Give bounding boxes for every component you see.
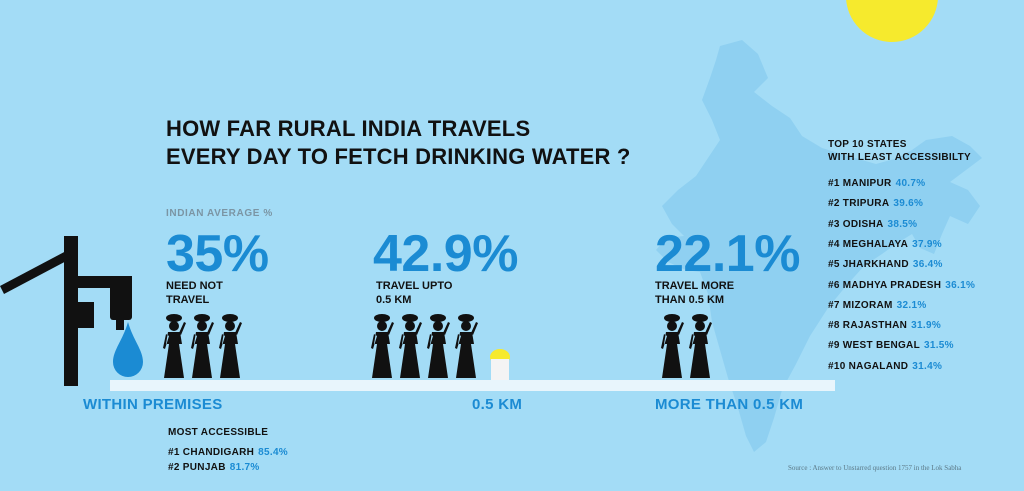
title-line-2: EVERY DAY TO FETCH DRINKING WATER ? <box>166 144 631 169</box>
woman-figure-icon <box>427 314 450 378</box>
most-accessible-heading: MOST ACCESSIBLE <box>168 427 269 438</box>
people-group-within <box>162 314 252 387</box>
least-accessible-item: #9 WEST BENGAL 31.5% <box>828 340 954 351</box>
stat-caption-more-line1: TRAVEL MORE <box>655 280 735 292</box>
title-line-1: HOW FAR RURAL INDIA TRAVELS <box>166 116 531 141</box>
woman-figure-icon <box>689 314 712 378</box>
least-accessible-item: #7 MIZORAM 32.1% <box>828 300 927 311</box>
least-accessible-item: #2 TRIPURA 39.6% <box>828 198 923 209</box>
woman-figure-icon <box>219 314 242 378</box>
woman-figure-icon <box>163 314 186 378</box>
least-accessible-label: #8 RAJASTHAN <box>828 320 908 332</box>
least-accessible-pct: 40.7% <box>895 178 926 189</box>
stat-caption-within: NEED NOT TRAVEL <box>166 279 223 307</box>
hand-pump-icon <box>0 236 132 386</box>
least-accessible-pct: 37.9% <box>912 238 942 250</box>
stat-caption-half-km-line1: TRAVEL UPTO <box>376 280 453 292</box>
woman-figure-icon <box>191 314 214 378</box>
section-label-more: MORE THAN 0.5 KM <box>655 396 804 413</box>
least-accessible-item: #6 MADHYA PRADESH 36.1% <box>828 280 975 291</box>
stat-value-more: 22.1% <box>655 225 800 283</box>
least-accessible-item: #4 MEGHALAYA 37.9% <box>828 239 942 250</box>
ground-strip <box>110 380 835 391</box>
most-accessible-pct: 85.4% <box>258 447 288 458</box>
india-map <box>656 40 982 452</box>
least-accessible-label: #9 WEST BENGAL <box>828 340 920 352</box>
bucket-icon <box>490 349 510 380</box>
section-label-within: WITHIN PREMISES <box>83 396 223 413</box>
woman-figure-icon <box>661 314 684 378</box>
people-group-more <box>660 314 720 387</box>
stat-value-half-km: 42.9% <box>373 225 518 283</box>
stat-caption-within-line1: NEED NOT <box>166 280 223 292</box>
most-accessible-pct: 81.7% <box>229 462 260 473</box>
section-label-half-km: 0.5 KM <box>472 396 523 413</box>
least-accessible-label: #2 TRIPURA <box>828 198 890 210</box>
water-drop-icon <box>113 322 143 377</box>
stat-caption-half-km: TRAVEL UPTO 0.5 KM <box>376 279 452 307</box>
least-accessible-pct: 38.5% <box>887 218 918 230</box>
woman-figure-icon <box>399 314 422 378</box>
stat-caption-half-km-line2: 0.5 KM <box>376 294 412 306</box>
least-accessible-heading-line2: WITH LEAST ACCESSIBILTY <box>828 152 972 163</box>
woman-figure-icon <box>455 314 478 378</box>
least-accessible-pct: 36.4% <box>912 259 943 271</box>
stat-value-within: 35% <box>166 225 269 283</box>
stat-caption-more: TRAVEL MORE THAN 0.5 KM <box>655 279 734 307</box>
most-accessible-label: #1 CHANDIGARH <box>168 447 255 458</box>
least-accessible-item: #8 RAJASTHAN 31.9% <box>828 320 941 331</box>
least-accessible-heading-line1: TOP 10 STATES <box>828 139 907 150</box>
indian-average-label: INDIAN AVERAGE % <box>166 208 273 219</box>
page-title: HOW FAR RURAL INDIA TRAVELS EVERY DAY TO… <box>166 115 631 171</box>
stat-caption-within-line2: TRAVEL <box>166 294 210 306</box>
woman-figure-icon <box>371 314 394 378</box>
least-accessible-pct: 39.6% <box>893 198 924 210</box>
most-accessible-item: #2 PUNJAB 81.7% <box>168 462 260 473</box>
least-accessible-label: #10 NAGALAND <box>828 360 909 372</box>
least-accessible-label: #5 JHARKHAND <box>828 259 909 271</box>
most-accessible-item: #1 CHANDIGARH 85.4% <box>168 447 288 458</box>
people-group-half-km <box>370 314 490 387</box>
least-accessible-item: #1 MANIPUR 40.7% <box>828 178 925 189</box>
least-accessible-item: #3 ODISHA 38.5% <box>828 219 917 230</box>
least-accessible-label: #7 MIZORAM <box>828 299 893 311</box>
least-accessible-heading: TOP 10 STATES WITH LEAST ACCESSIBILTY <box>828 138 971 164</box>
least-accessible-item: #10 NAGALAND 31.4% <box>828 361 942 372</box>
stat-caption-more-line2: THAN 0.5 KM <box>655 294 725 306</box>
sun-icon <box>846 0 938 42</box>
least-accessible-pct: 32.1% <box>896 299 927 311</box>
least-accessible-pct: 31.9% <box>911 320 942 332</box>
least-accessible-label: #1 MANIPUR <box>828 178 892 189</box>
least-accessible-label: #4 MEGHALAYA <box>828 238 909 250</box>
least-accessible-label: #3 ODISHA <box>828 218 884 230</box>
least-accessible-item: #5 JHARKHAND 36.4% <box>828 259 943 270</box>
least-accessible-pct: 31.5% <box>924 340 954 352</box>
least-accessible-label: #6 MADHYA PRADESH <box>828 279 942 291</box>
least-accessible-pct: 36.1% <box>945 279 976 291</box>
source-note: Source : Answer to Unstarred question 17… <box>788 464 962 472</box>
least-accessible-pct: 31.4% <box>912 360 943 372</box>
most-accessible-label: #2 PUNJAB <box>168 462 226 473</box>
